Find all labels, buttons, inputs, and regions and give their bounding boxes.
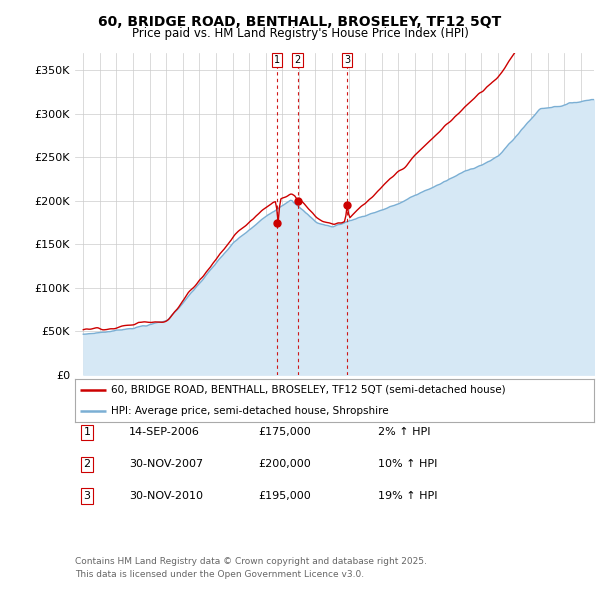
Text: £195,000: £195,000 [258,491,311,501]
Text: 2% ↑ HPI: 2% ↑ HPI [378,428,431,437]
Text: 30-NOV-2007: 30-NOV-2007 [129,460,203,469]
Text: This data is licensed under the Open Government Licence v3.0.: This data is licensed under the Open Gov… [75,571,364,579]
Text: 3: 3 [344,55,350,65]
Text: Contains HM Land Registry data © Crown copyright and database right 2025.: Contains HM Land Registry data © Crown c… [75,558,427,566]
Text: 1: 1 [83,428,91,437]
Text: 19% ↑ HPI: 19% ↑ HPI [378,491,437,501]
Text: 10% ↑ HPI: 10% ↑ HPI [378,460,437,469]
Text: 60, BRIDGE ROAD, BENTHALL, BROSELEY, TF12 5QT (semi-detached house): 60, BRIDGE ROAD, BENTHALL, BROSELEY, TF1… [112,385,506,395]
Text: £200,000: £200,000 [258,460,311,469]
Text: Price paid vs. HM Land Registry's House Price Index (HPI): Price paid vs. HM Land Registry's House … [131,27,469,40]
Text: 1: 1 [274,55,281,65]
Text: 30-NOV-2010: 30-NOV-2010 [129,491,203,501]
Text: 2: 2 [83,460,91,469]
Text: HPI: Average price, semi-detached house, Shropshire: HPI: Average price, semi-detached house,… [112,407,389,416]
Text: 14-SEP-2006: 14-SEP-2006 [129,428,200,437]
Text: 60, BRIDGE ROAD, BENTHALL, BROSELEY, TF12 5QT: 60, BRIDGE ROAD, BENTHALL, BROSELEY, TF1… [98,15,502,29]
Text: 3: 3 [83,491,91,501]
Text: 2: 2 [295,55,301,65]
Text: £175,000: £175,000 [258,428,311,437]
